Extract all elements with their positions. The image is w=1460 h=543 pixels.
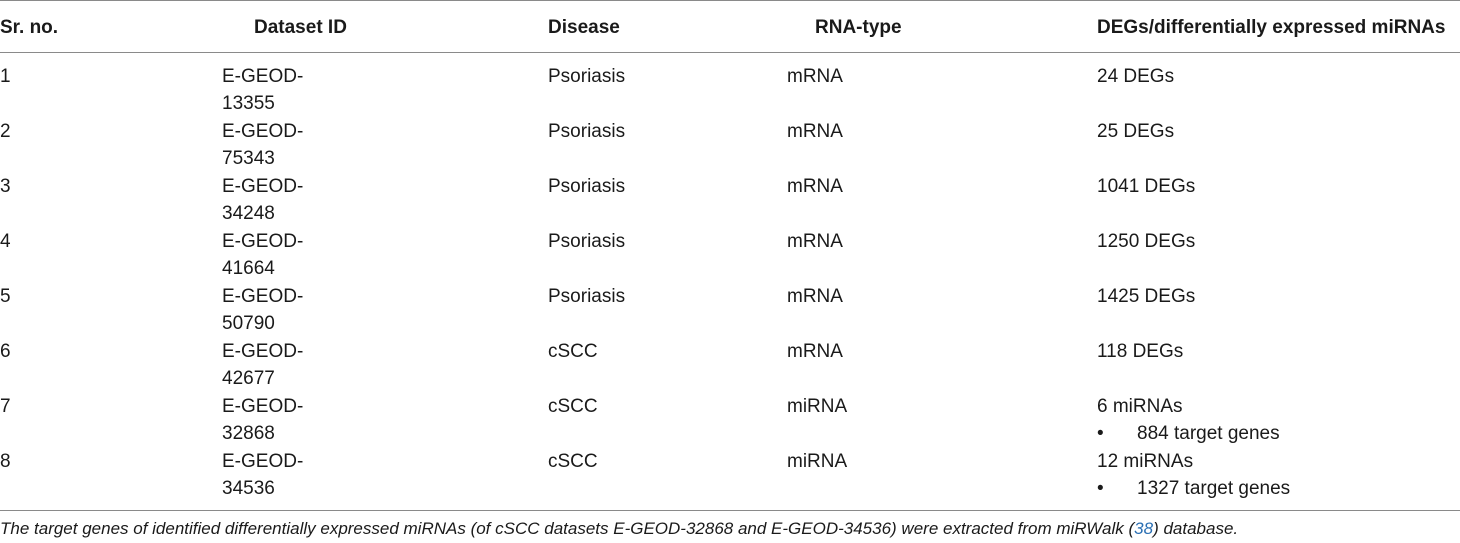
cell-dataset-id: E-GEOD- 75343 [222, 118, 303, 172]
bullet-item: • 1327 target genes [1097, 475, 1290, 502]
cell-disease: Psoriasis [548, 66, 626, 87]
footnote-reference-link[interactable]: 38 [1134, 519, 1154, 538]
cell-disease: cSCC [548, 396, 598, 417]
cell-degs: 118 DEGs [1097, 338, 1183, 365]
dataset-id-number: 13355 [222, 93, 275, 114]
cell-sr-no: 1 [0, 66, 11, 87]
top-rule [0, 0, 1460, 1]
cell-sr-no: 5 [0, 286, 11, 307]
header-sr-no: Sr. no. [0, 17, 59, 38]
cell-rna-type: mRNA [787, 231, 843, 252]
cell-degs: 1041 DEGs [1097, 173, 1195, 200]
dataset-id-number: 41664 [222, 258, 275, 279]
result-count: 118 DEGs [1097, 341, 1184, 362]
dataset-id-number: 75343 [222, 148, 275, 169]
cell-sr-no: 6 [0, 341, 11, 362]
dataset-id-number: 32868 [222, 423, 275, 444]
result-count: 1425 DEGs [1097, 286, 1196, 307]
cell-degs: 24 DEGs [1097, 63, 1174, 90]
cell-dataset-id: E-GEOD- 32868 [222, 393, 303, 447]
cell-dataset-id: E-GEOD- 13355 [222, 63, 303, 117]
cell-sr-no: 8 [0, 451, 11, 472]
cell-rna-type: mRNA [787, 286, 843, 307]
cell-disease: cSCC [548, 451, 598, 472]
cell-disease: Psoriasis [548, 121, 626, 142]
cell-degs: 1250 DEGs [1097, 228, 1195, 255]
cell-disease: Psoriasis [548, 231, 626, 252]
bullet-icon: • [1097, 478, 1104, 499]
dataset-id-number: 34248 [222, 203, 275, 224]
cell-dataset-id: E-GEOD- 41664 [222, 228, 303, 282]
cell-dataset-id: E-GEOD- 42677 [222, 338, 303, 392]
dataset-id-prefix: E-GEOD- [222, 121, 304, 142]
cell-rna-type: mRNA [787, 66, 843, 87]
cell-sr-no: 2 [0, 121, 11, 142]
dataset-id-number: 42677 [222, 368, 275, 389]
dataset-id-prefix: E-GEOD- [222, 396, 304, 417]
target-genes-count: 884 target genes [1137, 423, 1280, 444]
cell-rna-type: mRNA [787, 341, 843, 362]
cell-degs: 12 miRNAs • 1327 target genes [1097, 448, 1290, 502]
bottom-rule [0, 510, 1460, 511]
bullet-icon: • [1097, 423, 1104, 444]
result-count: 12 miRNAs [1097, 451, 1194, 472]
header-disease: Disease [548, 17, 620, 38]
cell-sr-no: 4 [0, 231, 11, 252]
result-count: 6 miRNAs [1097, 396, 1183, 417]
result-count: 1250 DEGs [1097, 231, 1196, 252]
dataset-id-prefix: E-GEOD- [222, 66, 304, 87]
cell-disease: Psoriasis [548, 176, 626, 197]
result-count: 24 DEGs [1097, 66, 1175, 87]
result-count: 1041 DEGs [1097, 176, 1196, 197]
result-count: 25 DEGs [1097, 121, 1175, 142]
cell-dataset-id: E-GEOD- 34536 [222, 448, 303, 502]
cell-sr-no: 7 [0, 396, 11, 417]
cell-dataset-id: E-GEOD- 50790 [222, 283, 303, 337]
cell-degs: 25 DEGs [1097, 118, 1174, 145]
dataset-id-prefix: E-GEOD- [222, 341, 304, 362]
table-footnote: The target genes of identified different… [0, 519, 1238, 539]
cell-rna-type: mRNA [787, 176, 843, 197]
cell-disease: Psoriasis [548, 286, 626, 307]
cell-degs: 6 miRNAs • 884 target genes [1097, 393, 1280, 447]
target-genes-count: 1327 target genes [1137, 478, 1291, 499]
dataset-id-prefix: E-GEOD- [222, 286, 304, 307]
cell-rna-type: miRNA [787, 451, 848, 472]
cell-rna-type: miRNA [787, 396, 848, 417]
header-rna-type: RNA-type [815, 17, 902, 38]
dataset-id-prefix: E-GEOD- [222, 176, 304, 197]
cell-sr-no: 3 [0, 176, 11, 197]
bullet-item: • 884 target genes [1097, 420, 1280, 447]
header-degs: DEGs/differentially expressed miRNAs [1097, 17, 1446, 38]
footnote-text-after: ) database. [1153, 519, 1239, 538]
dataset-id-prefix: E-GEOD- [222, 231, 304, 252]
cell-dataset-id: E-GEOD- 34248 [222, 173, 303, 227]
dataset-id-prefix: E-GEOD- [222, 451, 304, 472]
dataset-id-number: 50790 [222, 313, 275, 334]
cell-rna-type: mRNA [787, 121, 843, 142]
header-dataset-id: Dataset ID [254, 17, 347, 38]
dataset-id-number: 34536 [222, 478, 275, 499]
cell-disease: cSCC [548, 341, 598, 362]
header-rule [0, 52, 1460, 53]
footnote-text-before: The target genes of identified different… [0, 519, 1135, 538]
cell-degs: 1425 DEGs [1097, 283, 1195, 310]
